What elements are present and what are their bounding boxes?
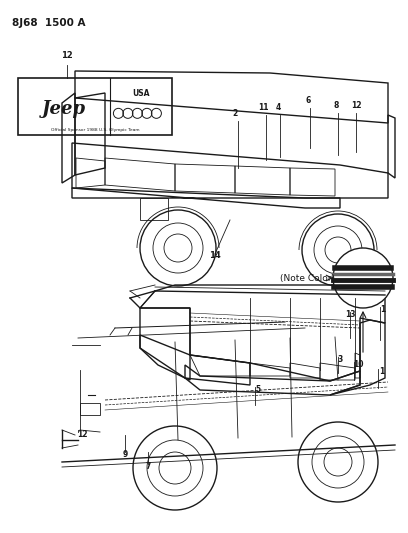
Text: 9: 9	[122, 450, 128, 459]
Text: 8J68  1500 A: 8J68 1500 A	[12, 18, 86, 28]
FancyBboxPatch shape	[18, 78, 172, 135]
Text: 12: 12	[77, 430, 87, 439]
Text: 11: 11	[258, 103, 268, 112]
Text: 14: 14	[209, 251, 221, 260]
Text: Jeep: Jeep	[42, 100, 86, 118]
Text: 3: 3	[337, 355, 343, 364]
Circle shape	[333, 248, 393, 308]
Text: 6: 6	[305, 96, 310, 105]
Text: 10: 10	[353, 360, 363, 369]
FancyBboxPatch shape	[140, 198, 168, 220]
Text: 2: 2	[233, 109, 237, 118]
Text: 4: 4	[275, 103, 281, 112]
Text: 1: 1	[380, 305, 386, 314]
Text: 8: 8	[333, 101, 339, 110]
Text: 12: 12	[61, 51, 73, 60]
Text: 7: 7	[145, 462, 151, 471]
Text: 12: 12	[351, 101, 361, 110]
FancyBboxPatch shape	[80, 403, 100, 415]
Text: 1: 1	[379, 367, 385, 376]
Text: 5: 5	[255, 385, 261, 394]
Text: USA: USA	[133, 90, 150, 99]
Text: (Note Color): (Note Color)	[280, 273, 335, 282]
Text: 13: 13	[345, 310, 355, 319]
Text: Official Sponsor 1988 U.S. Olympic Team: Official Sponsor 1988 U.S. Olympic Team	[51, 128, 139, 132]
